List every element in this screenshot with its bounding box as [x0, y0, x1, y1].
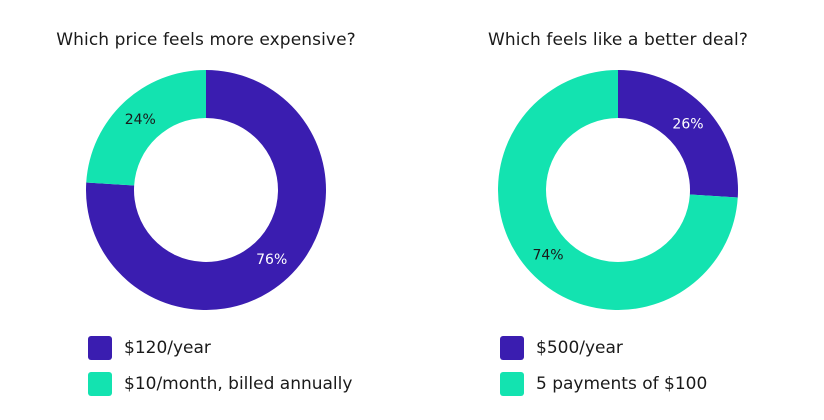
chart-panel-1: Which price feels more expensive? 76% 24%… — [56, 30, 356, 402]
donut-slice — [86, 70, 206, 186]
slice-percent-label: 26% — [672, 116, 703, 132]
donut-slice — [86, 70, 326, 310]
legend-label: $500/year — [536, 338, 623, 358]
legend-swatch — [88, 372, 112, 396]
legend-item: $10/month, billed annually — [88, 366, 352, 402]
legend-item: $500/year — [500, 330, 707, 366]
donut-chart-2: 26% 74% — [498, 70, 738, 310]
legend-swatch — [500, 336, 524, 360]
donut-chart-1: 76% 24% — [86, 70, 326, 310]
legend-item: 5 payments of $100 — [500, 366, 707, 402]
legend-1: $120/year $10/month, billed annually — [88, 330, 352, 402]
slice-percent-label: 74% — [532, 248, 563, 264]
slice-percent-label: 76% — [256, 252, 287, 268]
chart-title: Which price feels more expensive? — [56, 30, 356, 50]
legend-item: $120/year — [88, 330, 352, 366]
slice-percent-label: 24% — [125, 112, 156, 128]
donut-slice — [618, 70, 738, 198]
donut-slice — [498, 70, 738, 310]
legend-swatch — [500, 372, 524, 396]
legend-label: $120/year — [124, 338, 211, 358]
legend-label: $10/month, billed annually — [124, 374, 353, 394]
chart-panel-2: Which feels like a better deal? 26% 74% $… — [412, 0, 824, 420]
legend-swatch — [88, 336, 112, 360]
chart-title: Which feels like a better deal? — [487, 30, 749, 50]
legend-label: 5 payments of $100 — [536, 374, 708, 394]
legend-2: $500/year 5 payments of $100 — [500, 330, 707, 402]
